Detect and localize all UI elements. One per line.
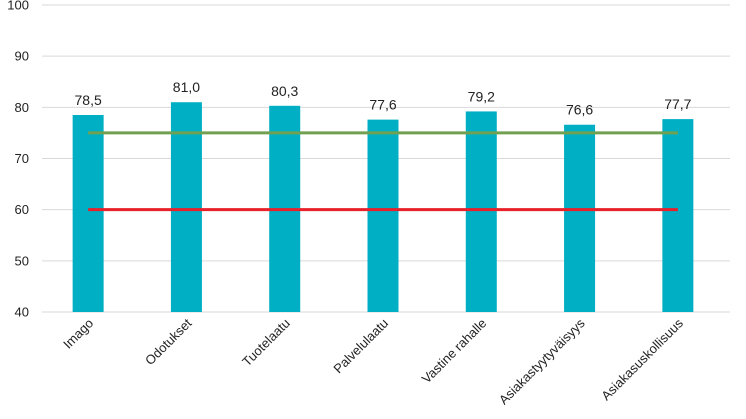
y-tick-label: 50	[15, 253, 29, 268]
bar	[465, 111, 497, 312]
data-label: 76,6	[566, 102, 593, 118]
y-tick-label: 70	[15, 151, 29, 166]
y-tick-label: 90	[15, 49, 29, 64]
y-tick-label: 40	[15, 305, 29, 320]
y-tick-label: 60	[15, 202, 29, 217]
y-tick-label: 80	[15, 100, 29, 115]
category-label: Imago	[60, 316, 96, 352]
data-label: 77,6	[369, 97, 396, 113]
data-label: 81,0	[173, 79, 200, 95]
category-label: Asiakasuskollisuus	[598, 315, 686, 403]
category-label: Asiakastyytyväisyys	[496, 315, 588, 407]
category-label: Odotukset	[142, 315, 195, 368]
data-label: 79,2	[468, 88, 495, 104]
y-axis-ticks: 40 50 60 70 80 90 100	[7, 0, 29, 320]
bar	[564, 124, 596, 312]
data-label: 78,5	[75, 92, 102, 108]
category-label: Palvelulaatu	[330, 316, 391, 377]
bar	[170, 102, 202, 312]
category-label: Tuotelaatu	[239, 316, 293, 370]
bar	[72, 115, 104, 312]
data-labels: 78,5 81,0 80,3 77,6 79,2 76,6 77,7	[75, 79, 692, 118]
reference-lines	[88, 131, 678, 212]
category-labels: Imago Odotukset Tuotelaatu Palvelulaatu Vast…	[60, 315, 686, 407]
data-label: 80,3	[271, 83, 298, 99]
y-tick-label: 100	[7, 0, 29, 13]
bar	[662, 119, 694, 312]
data-label: 77,7	[664, 96, 691, 112]
category-label: Vastine rahalle	[419, 316, 490, 387]
bar	[367, 119, 399, 312]
